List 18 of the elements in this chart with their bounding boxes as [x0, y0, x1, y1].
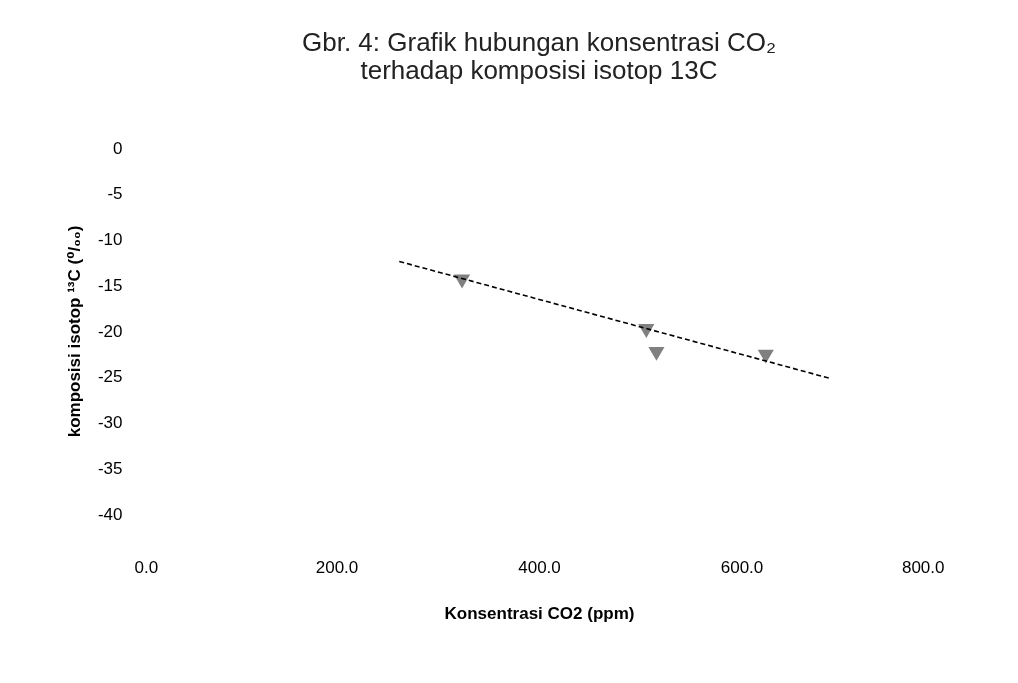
y-tick-label: -30 [97, 413, 123, 432]
x-tick-label: 400.0 [518, 557, 561, 577]
x-tick-label: 600.0 [720, 557, 764, 577]
y-tick-label: -35 [97, 458, 123, 478]
y-axis-title: komposisi isotop ¹³C (⁰/₀₀) [64, 225, 84, 438]
x-axis-title: Konsentrasi CO2 (ppm) [444, 603, 635, 623]
chart-title: Gbr. 4: Grafik hubungan konsentrasi CO₂ terhadap komposisi isotop 13C [301, 27, 777, 85]
y-tick-label: -40 [97, 504, 123, 524]
point [648, 346, 665, 361]
y-tick-label: -5 [107, 184, 123, 204]
y-tick-label: -25 [97, 367, 123, 387]
x-tick-label: 800.0 [901, 557, 945, 577]
y-tick-label: -10 [97, 230, 123, 249]
y-tick-label: 0 [113, 138, 123, 158]
x-tick-label: 200.0 [315, 557, 359, 577]
y-tick-label: -15 [97, 275, 123, 295]
x-tick-label: 0.0 [134, 557, 159, 577]
y-tick-label: -20 [97, 321, 123, 341]
